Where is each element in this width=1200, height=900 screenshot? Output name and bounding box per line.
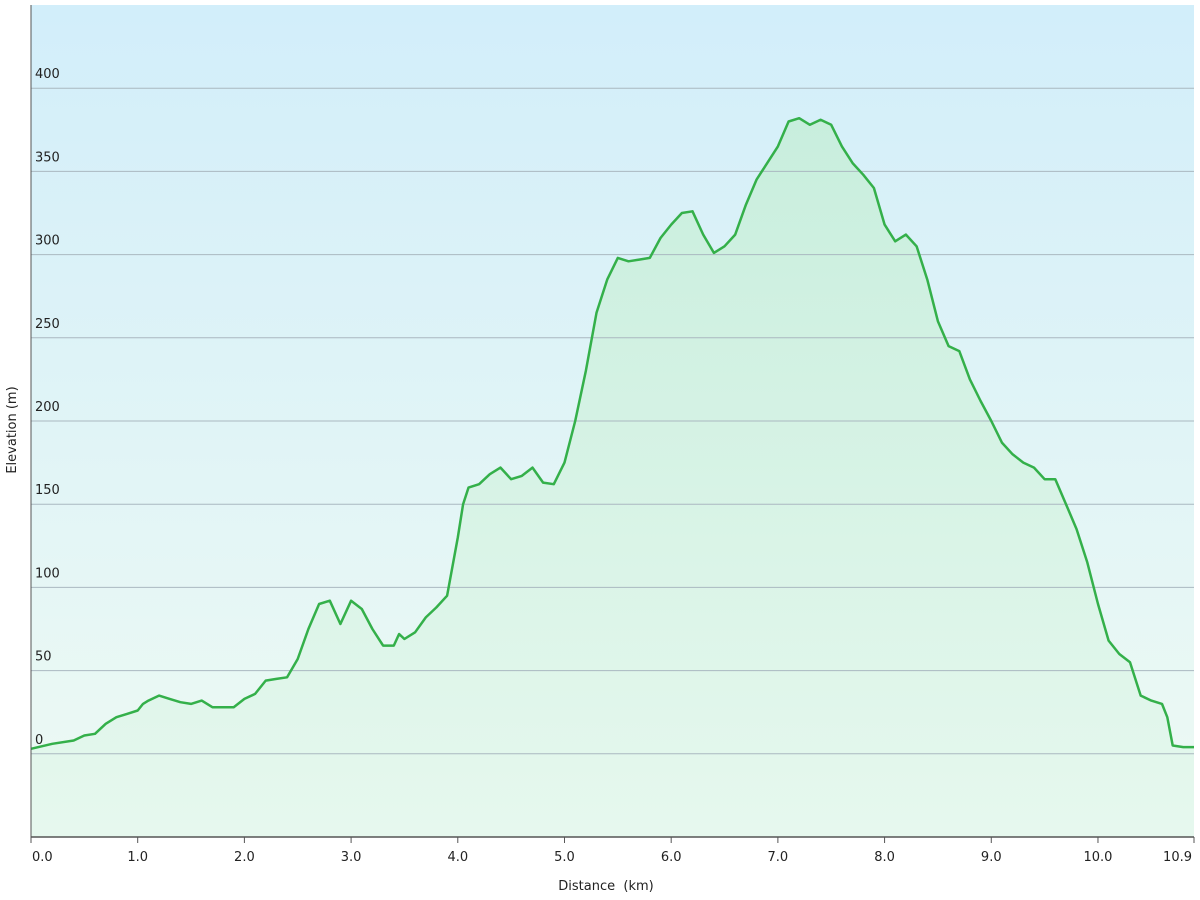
x-tick-label: 7.0 — [768, 850, 789, 865]
area — [31, 118, 1194, 837]
y-tick-label: 100 — [35, 566, 60, 581]
y-axis-title: Elevation (m) — [5, 386, 20, 473]
x-tick-label: 4.0 — [447, 850, 468, 865]
x-tick-label: 5.0 — [554, 850, 575, 865]
x-tick-label: 8.0 — [874, 850, 895, 865]
y-tick-label: 250 — [35, 317, 60, 332]
y-tick-label: 50 — [35, 650, 52, 665]
line — [30, 116, 1194, 751]
y-tick-label: 350 — [35, 150, 60, 165]
x-tick-label: 10.0 — [1083, 850, 1112, 865]
x-axis-title: Distance (km) — [558, 879, 653, 894]
x-tick-label: 9.0 — [981, 850, 1002, 865]
x-tick-label: 0.0 — [32, 850, 53, 865]
x-tick-label: 6.0 — [661, 850, 682, 865]
y-tick-label: 0 — [35, 733, 43, 748]
y-tick-label: 200 — [35, 400, 60, 415]
y-tick-label: 150 — [35, 483, 60, 498]
x-tick-label: 3.0 — [341, 850, 362, 865]
x-tick-label: 1.0 — [127, 850, 148, 865]
x-tick-label: 10.9 — [1163, 850, 1192, 865]
y-tick-label: 300 — [35, 234, 60, 249]
y-tick-label: 400 — [35, 67, 60, 82]
x-tick-label: 2.0 — [234, 850, 255, 865]
